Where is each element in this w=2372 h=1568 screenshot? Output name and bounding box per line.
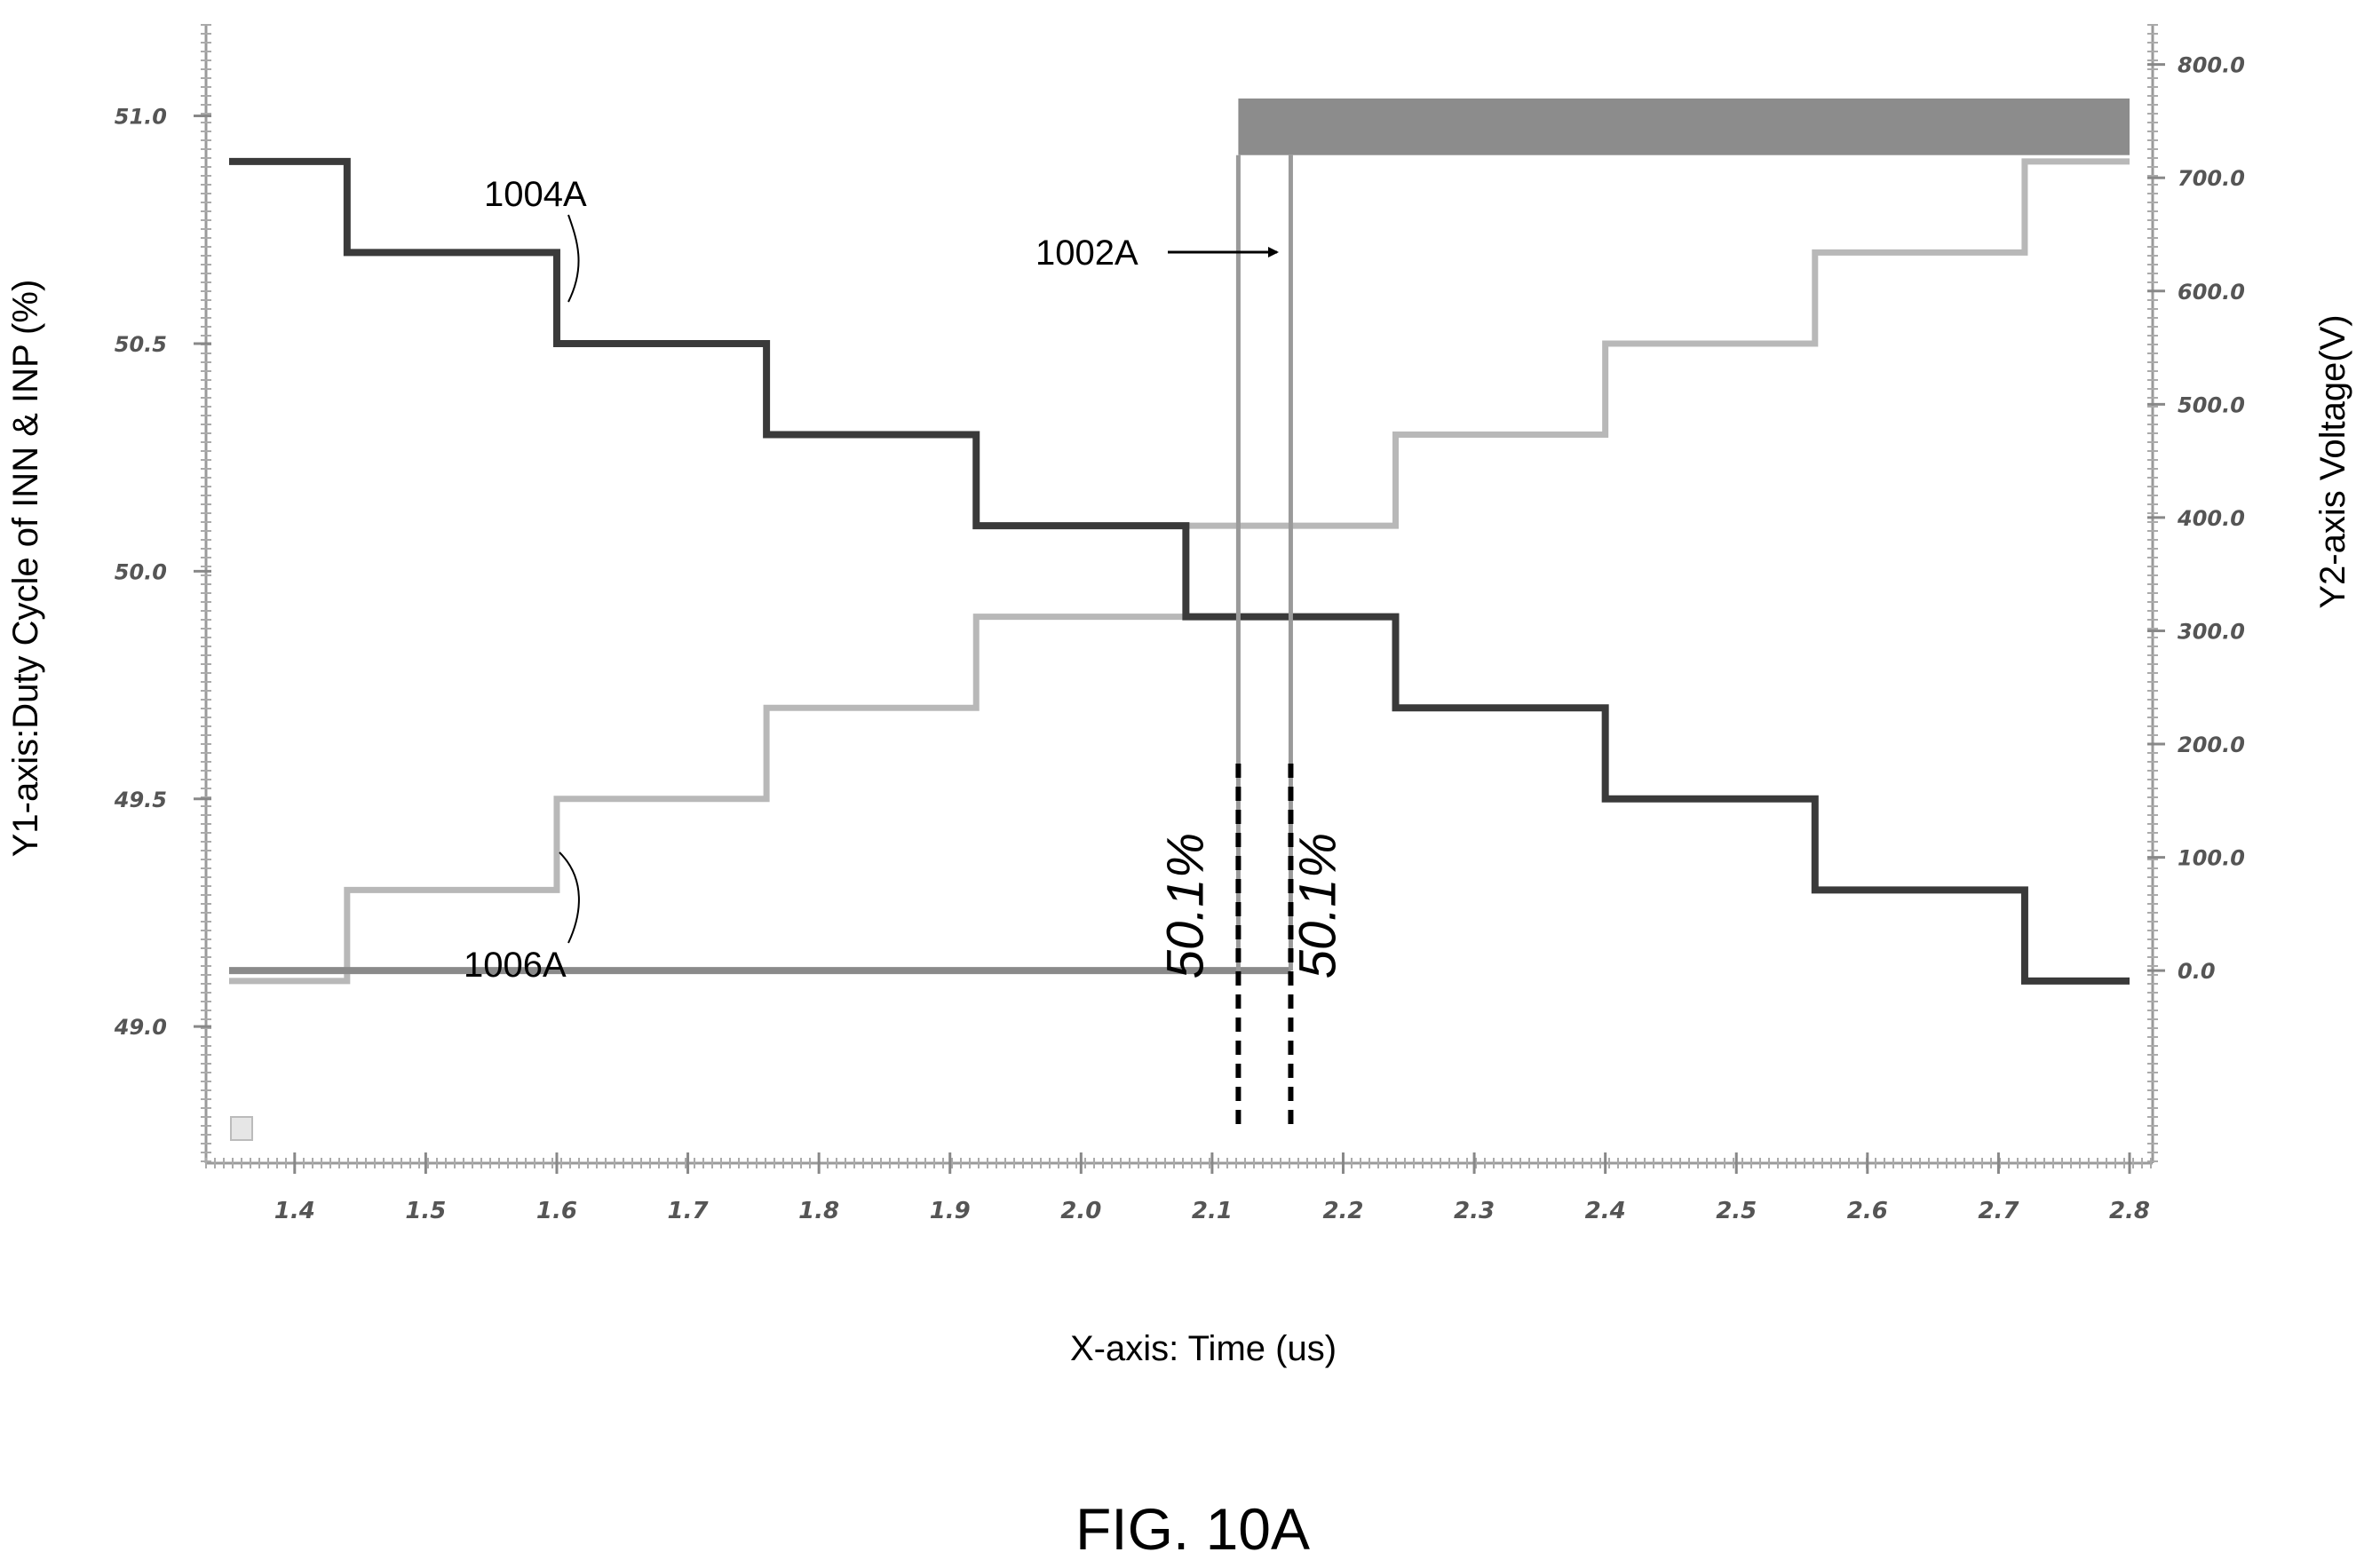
leader-1004a: [567, 214, 580, 303]
label-1006a: 1006A: [464, 946, 567, 985]
marker-label-1: 50.1%: [1156, 833, 1214, 978]
markers: [1235, 764, 1294, 1128]
x-tick-label: 1.7: [668, 1198, 710, 1224]
y2-tick-label: 600.0: [2178, 280, 2245, 305]
x-tick-label: 1.6: [536, 1198, 577, 1224]
x-tick-label: 2.6: [1847, 1198, 1888, 1224]
y2-tick-label: 700.0: [2178, 166, 2245, 191]
x-tick-label: 2.2: [1322, 1198, 1363, 1224]
x-tick-label: 2.5: [1716, 1198, 1757, 1224]
x-tick-label: 2.1: [1192, 1198, 1233, 1224]
y-tick-label: 50.5: [115, 332, 167, 357]
y-tick-label: 50.0: [115, 559, 167, 584]
x-tick-label: 1.5: [405, 1198, 446, 1224]
y2-tick-label: 800.0: [2178, 53, 2245, 78]
y-tick-label: 49.0: [114, 1015, 167, 1040]
y-tick-label: 51.0: [115, 105, 167, 130]
y2-tick-label: 300.0: [2178, 619, 2245, 644]
series-1004a-line: [229, 157, 2130, 985]
x-tick-label: 2.4: [1585, 1198, 1626, 1224]
y2-tick-label: 0.0: [2178, 959, 2216, 984]
leader-1006a: [559, 851, 580, 944]
ticks: 1.4 1.5 1.6 1.7 1.8 1.9 2.0 2.1 2.2 2.3 2.4 2.5 2.6 2…: [114, 53, 2245, 1224]
x-tick-label: 2.3: [1454, 1198, 1495, 1224]
y-tick-label: 49.5: [114, 788, 167, 812]
x-tick-label: 1.9: [930, 1198, 971, 1224]
marker-label-2: 50.1%: [1289, 833, 1346, 978]
label-1002a: 1002A: [1035, 234, 1138, 273]
y2-tick-label: 100.0: [2178, 846, 2245, 871]
x-tick-label: 1.8: [798, 1198, 839, 1224]
series-1002a-band: [1238, 98, 2130, 155]
y2-tick-label: 500.0: [2178, 392, 2245, 417]
x-tick-label: 2.0: [1060, 1198, 1101, 1224]
y-axis-label: Y1-axis:Duty Cycle of INN & INP (%): [6, 280, 45, 858]
y2-tick-label: 200.0: [2178, 733, 2245, 757]
axes: [201, 24, 2158, 1168]
x-axis-label: X-axis: Time (us): [1070, 1329, 1337, 1368]
x-tick-label: 2.7: [1978, 1198, 2019, 1224]
y2-axis-label: Y2-axis Voltage(V): [2313, 314, 2352, 608]
series: [229, 98, 2130, 985]
x-tick-label: 2.8: [2109, 1198, 2150, 1224]
y2-tick-label: 400.0: [2177, 506, 2245, 531]
label-1004a: 1004A: [484, 175, 587, 214]
x-tick-label: 1.4: [274, 1198, 315, 1224]
plot-corner-icon: [230, 1116, 253, 1141]
figure-caption: FIG. 10A: [1075, 1496, 1310, 1562]
